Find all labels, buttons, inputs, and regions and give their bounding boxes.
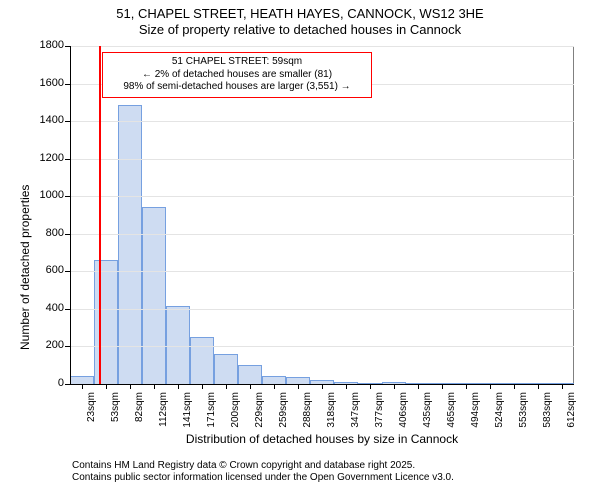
- marker-line: [99, 46, 101, 384]
- gridline-h: [70, 309, 574, 310]
- histogram-bar: [118, 105, 142, 384]
- x-tick-label: 553sqm: [518, 392, 529, 442]
- x-tick-mark: [106, 384, 107, 389]
- x-tick-label: 406sqm: [398, 392, 409, 442]
- y-tick-label: 0: [28, 377, 64, 389]
- gridline-h: [70, 346, 574, 347]
- x-tick-label: 141sqm: [182, 392, 193, 442]
- x-tick-mark: [322, 384, 323, 389]
- histogram-bar: [94, 260, 118, 384]
- histogram-bar: [166, 306, 190, 384]
- chart-title: 51, CHAPEL STREET, HEATH HAYES, CANNOCK,…: [0, 0, 600, 39]
- y-tick-label: 1000: [28, 189, 64, 201]
- x-tick-label: 494sqm: [470, 392, 481, 442]
- x-tick-label: 288sqm: [302, 392, 313, 442]
- x-tick-mark: [202, 384, 203, 389]
- histogram-bar: [238, 365, 262, 384]
- y-tick-label: 800: [28, 227, 64, 239]
- annotation-line: 51 CHAPEL STREET: 59sqm: [109, 56, 365, 69]
- x-tick-mark: [298, 384, 299, 389]
- x-tick-mark: [514, 384, 515, 389]
- x-tick-mark: [346, 384, 347, 389]
- x-tick-mark: [562, 384, 563, 389]
- title-line-1: 51, CHAPEL STREET, HEATH HAYES, CANNOCK,…: [0, 6, 600, 22]
- x-tick-mark: [538, 384, 539, 389]
- attribution-line-2: Contains public sector information licen…: [72, 472, 454, 484]
- x-tick-mark: [466, 384, 467, 389]
- gridline-h: [70, 121, 574, 122]
- x-tick-label: 347sqm: [350, 392, 361, 442]
- attribution-line-1: Contains HM Land Registry data © Crown c…: [72, 460, 454, 472]
- gridline-h: [70, 234, 574, 235]
- x-tick-mark: [250, 384, 251, 389]
- x-tick-mark: [274, 384, 275, 389]
- x-tick-label: 318sqm: [326, 392, 337, 442]
- gridline-h: [70, 46, 574, 47]
- x-tick-mark: [442, 384, 443, 389]
- x-tick-label: 171sqm: [206, 392, 217, 442]
- x-tick-mark: [370, 384, 371, 389]
- histogram-bar: [70, 376, 94, 384]
- x-tick-label: 23sqm: [86, 392, 97, 442]
- annotation-line: 98% of semi-detached houses are larger (…: [109, 81, 365, 94]
- y-tick-label: 1600: [28, 77, 64, 89]
- x-tick-mark: [394, 384, 395, 389]
- y-tick-label: 400: [28, 302, 64, 314]
- x-tick-label: 200sqm: [230, 392, 241, 442]
- y-tick-label: 1200: [28, 152, 64, 164]
- x-tick-label: 53sqm: [110, 392, 121, 442]
- x-tick-label: 377sqm: [374, 392, 385, 442]
- title-line-2: Size of property relative to detached ho…: [0, 22, 600, 38]
- x-tick-mark: [418, 384, 419, 389]
- x-tick-label: 612sqm: [566, 392, 577, 442]
- gridline-h: [70, 159, 574, 160]
- x-tick-label: 112sqm: [158, 392, 169, 442]
- gridline-h: [70, 271, 574, 272]
- annotation-box: 51 CHAPEL STREET: 59sqm← 2% of detached …: [102, 52, 372, 98]
- x-tick-label: 229sqm: [254, 392, 265, 442]
- histogram-bar: [190, 337, 214, 384]
- gridline-h: [70, 196, 574, 197]
- x-tick-label: 524sqm: [494, 392, 505, 442]
- x-tick-label: 82sqm: [134, 392, 145, 442]
- x-tick-mark: [178, 384, 179, 389]
- x-tick-mark: [490, 384, 491, 389]
- attribution: Contains HM Land Registry data © Crown c…: [72, 460, 454, 484]
- x-tick-label: 259sqm: [278, 392, 289, 442]
- y-tick-label: 1400: [28, 114, 64, 126]
- histogram-bar: [214, 354, 238, 384]
- x-tick-mark: [82, 384, 83, 389]
- histogram-bar: [262, 376, 286, 384]
- x-tick-mark: [130, 384, 131, 389]
- y-tick-label: 200: [28, 339, 64, 351]
- x-tick-label: 435sqm: [422, 392, 433, 442]
- x-tick-mark: [154, 384, 155, 389]
- y-tick-label: 600: [28, 264, 64, 276]
- y-axis-line: [70, 46, 71, 384]
- annotation-line: ← 2% of detached houses are smaller (81): [109, 69, 365, 82]
- y-tick-label: 1800: [28, 39, 64, 51]
- x-tick-mark: [226, 384, 227, 389]
- histogram-bar: [286, 377, 310, 385]
- x-tick-label: 583sqm: [542, 392, 553, 442]
- x-tick-label: 465sqm: [446, 392, 457, 442]
